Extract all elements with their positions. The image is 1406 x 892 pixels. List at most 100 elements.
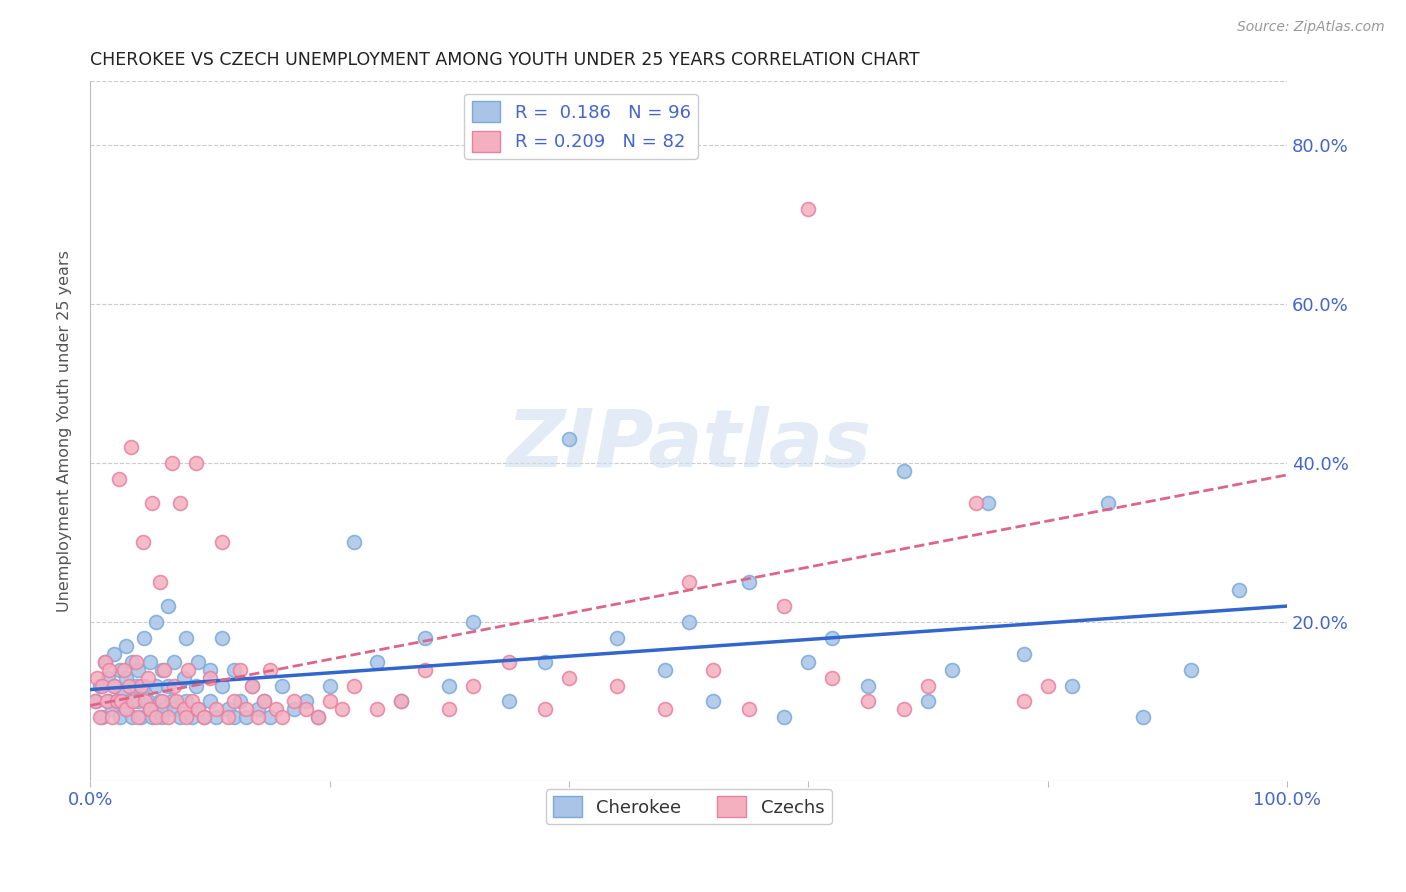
Point	[1012, 647, 1035, 661]
Point	[125, 679, 148, 693]
Point	[678, 615, 700, 629]
Point	[463, 679, 485, 693]
Point	[198, 694, 221, 708]
Point	[330, 702, 353, 716]
Point	[941, 663, 963, 677]
Point	[173, 702, 195, 716]
Point	[270, 710, 292, 724]
Point	[132, 631, 155, 645]
Point	[318, 694, 340, 708]
Point	[108, 710, 131, 724]
Point	[187, 702, 209, 716]
Point	[1012, 694, 1035, 708]
Point	[856, 679, 879, 693]
Point	[270, 679, 292, 693]
Point	[149, 575, 172, 590]
Point	[150, 694, 173, 708]
Point	[117, 694, 139, 708]
Point	[229, 663, 252, 677]
Point	[115, 702, 138, 716]
Point	[91, 679, 114, 693]
Point	[84, 694, 107, 708]
Point	[654, 702, 676, 716]
Point	[259, 663, 281, 677]
Point	[181, 710, 204, 724]
Point	[606, 631, 628, 645]
Point	[205, 710, 228, 724]
Text: ZIPatlas: ZIPatlas	[506, 406, 872, 484]
Point	[222, 694, 245, 708]
Point	[235, 702, 257, 716]
Point	[174, 631, 197, 645]
Point	[893, 702, 915, 716]
Point	[163, 679, 186, 693]
Point	[129, 679, 152, 693]
Point	[965, 496, 987, 510]
Point	[797, 655, 820, 669]
Point	[246, 710, 269, 724]
Point	[121, 710, 143, 724]
Point	[157, 679, 180, 693]
Point	[1227, 583, 1250, 598]
Legend: Cherokee, Czechs: Cherokee, Czechs	[546, 789, 831, 824]
Point	[149, 694, 172, 708]
Point	[98, 663, 121, 677]
Point	[342, 535, 364, 549]
Point	[977, 496, 1000, 510]
Point	[89, 679, 111, 693]
Point	[1060, 679, 1083, 693]
Point	[198, 671, 221, 685]
Point	[463, 615, 485, 629]
Point	[773, 599, 796, 613]
Point	[136, 671, 159, 685]
Point	[115, 702, 138, 716]
Point	[132, 679, 155, 693]
Point	[211, 535, 233, 549]
Point	[132, 535, 155, 549]
Point	[821, 671, 844, 685]
Point	[1180, 663, 1202, 677]
Point	[193, 710, 215, 724]
Point	[439, 679, 461, 693]
Point	[253, 694, 276, 708]
Text: Source: ZipAtlas.com: Source: ZipAtlas.com	[1237, 20, 1385, 34]
Point	[606, 679, 628, 693]
Point	[145, 710, 167, 724]
Point	[558, 671, 581, 685]
Point	[97, 694, 120, 708]
Point	[181, 694, 204, 708]
Point	[737, 702, 759, 716]
Point	[211, 679, 233, 693]
Point	[654, 663, 676, 677]
Point	[498, 694, 520, 708]
Point	[856, 694, 879, 708]
Point	[294, 702, 316, 716]
Point	[120, 440, 142, 454]
Point	[222, 663, 245, 677]
Point	[93, 655, 115, 669]
Point	[821, 631, 844, 645]
Point	[1132, 710, 1154, 724]
Point	[294, 694, 316, 708]
Point	[307, 710, 329, 724]
Point	[391, 694, 413, 708]
Point	[103, 679, 125, 693]
Point	[415, 631, 437, 645]
Point	[264, 702, 287, 716]
Point	[150, 710, 173, 724]
Text: CHEROKEE VS CZECH UNEMPLOYMENT AMONG YOUTH UNDER 25 YEARS CORRELATION CHART: CHEROKEE VS CZECH UNEMPLOYMENT AMONG YOU…	[90, 51, 920, 69]
Point	[160, 456, 183, 470]
Point	[253, 694, 276, 708]
Point	[173, 671, 195, 685]
Point	[797, 202, 820, 216]
Point	[153, 702, 176, 716]
Point	[139, 655, 162, 669]
Point	[129, 710, 152, 724]
Point	[163, 655, 186, 669]
Point	[222, 710, 245, 724]
Point	[169, 710, 191, 724]
Point	[105, 694, 128, 708]
Point	[96, 694, 118, 708]
Point	[240, 679, 263, 693]
Point	[198, 663, 221, 677]
